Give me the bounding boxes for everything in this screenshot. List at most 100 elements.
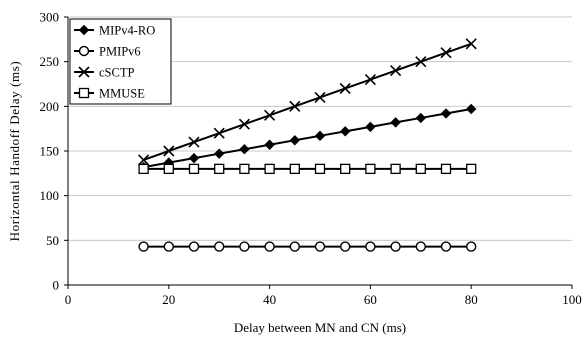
series-line-csctp	[143, 42, 472, 161]
point-csctp-70	[415, 56, 427, 68]
point-csctp-30-stroke-b	[213, 127, 225, 139]
x-tick-label-60: 60	[364, 292, 377, 307]
point-mmuse-70	[415, 163, 426, 175]
point-pmipv6-45	[289, 241, 300, 252]
point-mmuse-40	[264, 163, 275, 175]
point-csctp-80	[465, 38, 477, 50]
point-mipv4-ro-60	[365, 121, 376, 133]
point-pmipv6-65	[390, 241, 401, 252]
point-csctp-55	[339, 82, 351, 95]
point-mmuse-20	[163, 163, 174, 175]
point-mmuse-80	[466, 163, 477, 175]
point-csctp-35	[238, 118, 250, 130]
point-csctp-15	[138, 154, 150, 166]
point-pmipv6-70	[415, 241, 426, 252]
point-csctp-40	[264, 109, 276, 121]
legend-marker-pmipv6	[78, 45, 90, 57]
point-mipv4-ro-70	[415, 112, 427, 124]
point-mmuse-35	[239, 163, 250, 175]
x-tick-label-20: 20	[162, 292, 175, 307]
y-tick-label-250: 250	[40, 54, 60, 69]
point-csctp-75	[440, 47, 452, 59]
point-mmuse-50	[314, 163, 326, 175]
series-csctp	[138, 38, 477, 166]
y-tick-label-0: 0	[53, 278, 60, 293]
point-pmipv6-20	[163, 241, 175, 252]
x-tick-label-0: 0	[65, 292, 72, 307]
point-pmipv6-15	[138, 241, 149, 252]
point-mipv4-ro-35	[239, 144, 250, 155]
axes: 0 50 100 150 200 250 300 0 20 40 60 80 100	[40, 10, 582, 308]
point-pmipv6-35	[239, 241, 250, 252]
legend-label-mmuse: MMUSE	[99, 87, 145, 101]
legend-marker-csctp	[78, 66, 90, 78]
series-mmuse	[138, 163, 477, 175]
point-pmipv6-80	[466, 241, 477, 252]
legend-item-mipv4-ro: MIPv4-RO	[74, 24, 155, 38]
legend: MIPv4-RO PMIPv6 cSCTP MMUSE	[69, 18, 172, 105]
point-csctp-55-stroke-b	[339, 82, 351, 95]
point-csctp-60-stroke-b	[364, 73, 376, 86]
series-group	[138, 38, 477, 252]
legend-item-mmuse: MMUSE	[74, 87, 145, 101]
point-mmuse-55	[340, 163, 351, 175]
point-csctp-60	[364, 73, 376, 86]
y-tick-label-300: 300	[40, 10, 60, 25]
point-mipv4-ro-55	[339, 126, 351, 137]
point-pmipv6-40	[264, 241, 275, 252]
y-tick-label-50: 50	[46, 233, 59, 248]
point-mipv4-ro-25	[188, 152, 200, 164]
point-csctp-35-stroke-b	[238, 118, 250, 130]
point-csctp-25	[188, 136, 200, 148]
point-csctp-45	[289, 100, 301, 112]
point-mmuse-75	[440, 163, 452, 175]
point-mipv4-ro-50	[314, 130, 326, 142]
point-mipv4-ro-80	[465, 103, 477, 115]
point-csctp-80-stroke-b	[465, 38, 477, 50]
legend-label-csctp: cSCTP	[99, 66, 134, 80]
point-csctp-45-stroke-b	[289, 100, 301, 112]
point-mmuse-65	[390, 163, 401, 175]
point-csctp-20-stroke-b	[163, 145, 175, 157]
legend-marker-mipv4-ro	[78, 24, 90, 36]
point-pmipv6-50	[314, 241, 326, 252]
series-pmipv6	[138, 241, 477, 252]
point-mmuse-45	[289, 163, 300, 175]
y-axis-title: Horizontal Handoff Delay (ms)	[7, 61, 22, 242]
point-mipv4-ro-40	[264, 139, 275, 150]
point-csctp-40-stroke-b	[264, 109, 276, 121]
legend-marker-csctp-stroke-b	[78, 66, 90, 78]
y-tick-label-150: 150	[40, 144, 60, 159]
x-axis-title: Delay between MN and CN (ms)	[234, 320, 406, 335]
point-mmuse-60	[365, 163, 376, 175]
point-csctp-15-stroke-b	[138, 154, 150, 166]
point-csctp-30	[213, 127, 225, 139]
legend-label-pmipv6: PMIPv6	[99, 45, 141, 59]
point-pmipv6-75	[440, 241, 452, 252]
y-tick-label-100: 100	[40, 188, 60, 203]
y-tick-label-200: 200	[40, 99, 60, 114]
x-tick-label-100: 100	[562, 292, 582, 307]
point-pmipv6-30	[213, 241, 225, 252]
point-pmipv6-60	[365, 241, 376, 252]
point-mmuse-15	[138, 163, 149, 175]
point-csctp-20	[163, 145, 175, 157]
point-mmuse-25	[188, 163, 200, 175]
x-tick-label-80: 80	[465, 292, 478, 307]
point-mmuse-30	[214, 163, 225, 175]
point-csctp-75-stroke-b	[440, 47, 452, 59]
point-csctp-70-stroke-b	[415, 56, 427, 68]
point-csctp-65	[390, 65, 402, 77]
point-csctp-50-stroke-b	[314, 91, 326, 103]
legend-marker-mmuse	[78, 87, 90, 99]
point-mipv4-ro-30	[213, 148, 225, 159]
legend-item-pmipv6: PMIPv6	[74, 45, 141, 59]
point-csctp-65-stroke-b	[390, 65, 402, 77]
point-pmipv6-55	[340, 241, 351, 252]
point-csctp-50	[314, 91, 326, 103]
point-pmipv6-25	[188, 241, 200, 252]
point-mipv4-ro-75	[440, 108, 452, 119]
point-csctp-25-stroke-b	[188, 136, 200, 148]
